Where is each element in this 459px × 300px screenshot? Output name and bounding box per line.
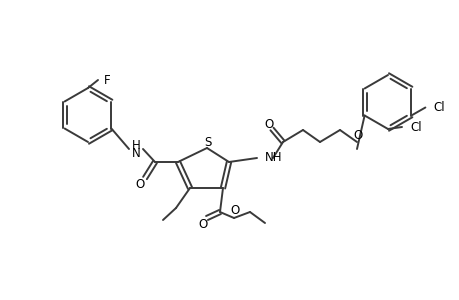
Text: S: S (204, 136, 211, 148)
Text: F: F (104, 74, 110, 86)
Text: O: O (135, 178, 144, 190)
Text: NH: NH (264, 151, 282, 164)
Text: O: O (198, 218, 207, 230)
Text: O: O (230, 205, 239, 218)
Text: O: O (264, 118, 273, 130)
Text: N: N (131, 146, 140, 160)
Text: Cl: Cl (432, 101, 444, 114)
Text: O: O (353, 128, 362, 142)
Text: H: H (131, 139, 140, 152)
Text: Cl: Cl (409, 121, 421, 134)
